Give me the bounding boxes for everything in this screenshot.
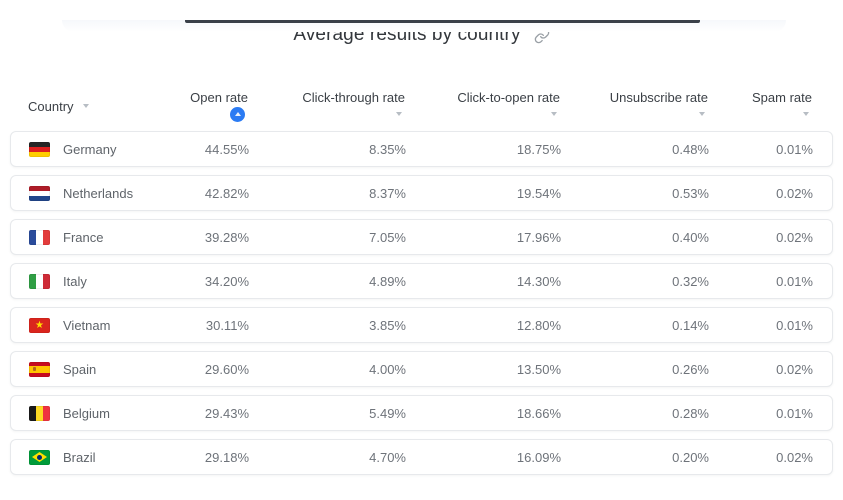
click-to-open-rate-value: 14.30% xyxy=(516,273,561,289)
unsubscribe-rate-value: 0.26% xyxy=(672,361,709,377)
sort-active-asc-icon[interactable] xyxy=(230,106,245,122)
column-header-label: Click-to-open rate xyxy=(457,90,560,105)
click-to-open-rate-value: 18.66% xyxy=(516,405,561,421)
click-through-rate-value: 4.89% xyxy=(369,273,406,289)
open-rate-value: 30.11% xyxy=(205,317,249,333)
spam-rate-value: 0.01% xyxy=(776,273,813,289)
column-header-label: Spam rate xyxy=(752,90,812,105)
flag-br-icon xyxy=(29,449,50,465)
top-cropped-dark-bar xyxy=(185,20,700,23)
open-rate-value: 29.43% xyxy=(204,405,249,421)
table-row: Brazil 29.18% 4.70% 16.09% 0.20% 0.02% xyxy=(10,439,833,475)
click-to-open-rate-value: 17.96% xyxy=(516,229,561,245)
country-name: Brazil xyxy=(63,449,96,465)
column-header-click-to-open-rate[interactable]: Click-to-open rate xyxy=(405,90,560,122)
country-cell: Belgium xyxy=(29,405,149,421)
column-header-click-through-rate[interactable]: Click-through rate xyxy=(248,90,405,122)
click-to-open-rate-value: 13.50% xyxy=(516,361,561,377)
click-through-rate-value: 7.05% xyxy=(369,229,406,245)
spam-rate-value: 0.02% xyxy=(776,449,813,465)
country-name: Netherlands xyxy=(63,185,134,201)
column-header-spam-rate[interactable]: Spam rate xyxy=(708,90,812,122)
spam-rate-value: 0.01% xyxy=(776,405,813,421)
table-row: Belgium 29.43% 5.49% 18.66% 0.28% 0.01% xyxy=(10,395,833,431)
click-through-rate-value: 8.37% xyxy=(369,185,406,201)
column-header-label: Click-through rate xyxy=(302,90,405,105)
table-row: France 39.28% 7.05% 17.96% 0.40% 0.02% xyxy=(10,219,833,255)
sort-caret-icon xyxy=(396,112,402,116)
unsubscribe-rate-value: 0.40% xyxy=(672,229,709,245)
country-name: Belgium xyxy=(63,405,110,421)
spam-rate-value: 0.02% xyxy=(776,185,813,201)
column-header-label: Country xyxy=(28,98,74,114)
click-through-rate-value: 5.49% xyxy=(369,405,406,421)
table-row: Italy 34.20% 4.89% 14.30% 0.32% 0.01% xyxy=(10,263,833,299)
unsubscribe-rate-value: 0.32% xyxy=(672,273,709,289)
table-rows: Germany 44.55% 8.35% 18.75% 0.48% 0.01% … xyxy=(10,131,833,475)
country-cell: Netherlands xyxy=(29,185,149,201)
open-rate-value: 39.28% xyxy=(204,229,249,245)
spam-rate-value: 0.01% xyxy=(776,317,813,333)
country-name: Germany xyxy=(63,141,117,157)
country-cell: Brazil xyxy=(29,449,149,465)
click-to-open-rate-value: 12.80% xyxy=(516,317,561,333)
country-name: Vietnam xyxy=(63,317,111,333)
open-rate-value: 29.60% xyxy=(204,361,249,377)
table-header-row: Country Open rate Click-through rate Cli… xyxy=(10,90,833,122)
open-rate-value: 44.55% xyxy=(204,141,249,157)
flag-vn-icon xyxy=(29,317,50,333)
spam-rate-value: 0.01% xyxy=(776,141,813,157)
country-cell: Italy xyxy=(29,273,149,289)
country-cell: Vietnam xyxy=(29,317,149,333)
table-row: Vietnam 30.11% 3.85% 12.80% 0.14% 0.01% xyxy=(10,307,833,343)
column-header-label: Open rate xyxy=(190,90,248,105)
sort-caret-icon xyxy=(699,112,705,116)
country-cell: Germany xyxy=(29,141,149,157)
column-header-label: Unsubscribe rate xyxy=(609,90,708,105)
spam-rate-value: 0.02% xyxy=(776,229,813,245)
column-header-unsubscribe-rate[interactable]: Unsubscribe rate xyxy=(560,90,708,122)
click-through-rate-value: 4.70% xyxy=(369,449,406,465)
flag-nl-icon xyxy=(29,185,50,201)
open-rate-value: 42.82% xyxy=(204,185,249,201)
unsubscribe-rate-value: 0.48% xyxy=(672,141,709,157)
click-to-open-rate-value: 16.09% xyxy=(516,449,561,465)
country-name: Italy xyxy=(63,273,87,289)
flag-be-icon xyxy=(29,405,50,421)
click-to-open-rate-value: 19.54% xyxy=(516,185,561,201)
column-header-country[interactable]: Country xyxy=(28,90,148,122)
unsubscribe-rate-value: 0.14% xyxy=(672,317,709,333)
column-header-open-rate[interactable]: Open rate xyxy=(148,90,248,122)
spam-rate-value: 0.02% xyxy=(776,361,813,377)
country-name: France xyxy=(63,229,104,245)
flag-es-icon xyxy=(29,361,50,377)
open-rate-value: 34.20% xyxy=(204,273,249,289)
unsubscribe-rate-value: 0.53% xyxy=(672,185,709,201)
unsubscribe-rate-value: 0.20% xyxy=(672,449,709,465)
flag-fr-icon xyxy=(29,229,50,245)
top-cropped-panel xyxy=(62,20,786,32)
sort-caret-icon xyxy=(551,112,557,116)
country-cell: France xyxy=(29,229,149,245)
click-through-rate-value: 4.00% xyxy=(369,361,406,377)
country-cell: Spain xyxy=(29,361,149,377)
flag-de-icon xyxy=(29,141,50,157)
unsubscribe-rate-value: 0.28% xyxy=(672,405,709,421)
click-through-rate-value: 8.35% xyxy=(369,141,406,157)
sort-caret-icon xyxy=(803,112,809,116)
table-row: Netherlands 42.82% 8.37% 19.54% 0.53% 0.… xyxy=(10,175,833,211)
click-through-rate-value: 3.85% xyxy=(369,317,406,333)
table-row: Germany 44.55% 8.35% 18.75% 0.48% 0.01% xyxy=(10,131,833,167)
open-rate-value: 29.18% xyxy=(204,449,249,465)
table-row: Spain 29.60% 4.00% 13.50% 0.26% 0.02% xyxy=(10,351,833,387)
country-name: Spain xyxy=(63,361,97,377)
click-to-open-rate-value: 18.75% xyxy=(516,141,561,157)
sort-caret-icon xyxy=(82,104,89,108)
flag-it-icon xyxy=(29,273,50,289)
